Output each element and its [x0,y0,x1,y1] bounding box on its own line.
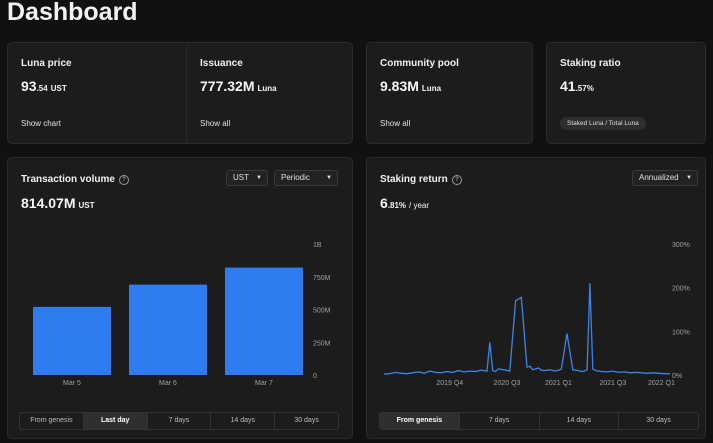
x-tick-label: 2021 Q1 [545,380,572,387]
y-tick-label: 100% [672,329,690,336]
community-pool-number: 9.83M [380,78,419,94]
y-tick-label: 250M [313,340,331,347]
mode-select-value: Periodic [281,173,310,182]
x-tick-label: Mar 5 [63,380,81,387]
staking-return-value: 6.81% / year [380,195,429,211]
luna-price-value: 93.54 UST [21,78,67,94]
bar-0 [33,306,111,375]
tx-volume-tab-4[interactable]: 30 days [294,417,319,424]
staking-ratio-card: Staking ratio 41.57% Staked Luna / Total… [546,42,706,144]
staking-ratio-value: 41.57% [560,78,594,94]
community-pool-value: 9.83M Luna [380,78,441,94]
issuance-card: Issuance 777.32M Luna Show all [186,42,353,144]
show-chart-link[interactable]: Show chart [21,119,62,128]
luna-price-int: 93 [21,78,37,94]
tx-volume-tab-3[interactable]: 14 days [211,413,276,429]
transaction-volume-value: 814.07M UST [21,195,94,211]
community-pool-card: Community pool 9.83M Luna Show all [366,42,533,144]
mode-select[interactable]: Periodic ▼ [274,170,338,186]
issuance-unit: Luna [257,84,277,93]
staking-return-title: Staking return? [380,174,462,185]
y-tick-label: 1B [313,242,322,249]
tx-volume-tab-1[interactable]: Last day [83,413,148,429]
luna-price-dec: .54 [36,84,48,93]
y-tick-label: 0 [313,373,317,380]
tx-volume-tab-2[interactable]: 7 days [148,413,212,429]
community-pool-label: Community pool [380,58,459,69]
staking-return-tab-1[interactable]: 7 days [460,413,540,429]
transaction-volume-title: Transaction volume? [21,174,129,185]
chevron-down-icon: ▼ [686,175,692,181]
staking-return-card: Staking return? 6.81% / year [366,157,706,439]
staking-ratio-int: 41 [560,78,576,94]
x-tick-label: Mar 7 [255,380,273,387]
staking-return-tab-3[interactable]: 30 days [646,417,671,424]
staking-return-chart: 0% 100% 200% 300% 2019 Q4 2020 Q3 2021 Q1 2021 … [383,242,690,387]
y-tick-label: 750M [313,275,331,282]
y-tick-label: 0% [672,373,682,380]
staking-return-tab-0[interactable]: From genesis [380,413,460,429]
currency-select-value: UST [233,173,249,182]
annualized-select-value: Annualized [639,173,679,182]
bar-1 [129,284,207,375]
luna-price-unit: UST [50,84,67,93]
transaction-volume-number: 814.07M [21,195,76,211]
issuance-number: 777.32M [200,78,255,94]
transaction-volume-title-text: Transaction volume [21,174,115,185]
transaction-volume-chart: 0 250M 500M 750M 1B Mar 5 Mar 6 Mar 7 [33,242,331,387]
issuance-show-all-link[interactable]: Show all [200,119,231,128]
issuance-label: Issuance [200,58,243,69]
staking-return-dec: .81% [387,201,407,210]
y-tick-label: 200% [672,286,690,293]
staking-return-suffix: / year [409,201,430,210]
transaction-volume-period-tabs: From genesis Last day 7 days 14 days 30 days [19,412,339,430]
staking-ratio-dec: .57% [575,84,594,93]
page-title: Dashboard [7,0,138,26]
annualized-select[interactable]: Annualized ▼ [632,170,698,186]
staking-ratio-pill: Staked Luna / Total Luna [560,117,646,130]
tx-volume-tab-0[interactable]: From genesis [20,413,84,429]
chevron-down-icon: ▼ [326,175,332,181]
x-tick-label: 2022 Q1 [648,380,675,387]
x-tick-label: 2019 Q4 [436,380,463,387]
community-pool-unit: Luna [421,84,442,93]
staking-return-line [383,283,670,375]
bar-2 [225,267,303,375]
question-circle-icon[interactable]: ? [118,175,129,185]
community-pool-show-all-link[interactable]: Show all [380,119,411,128]
transaction-volume-unit: UST [78,201,95,210]
staking-return-tab-2[interactable]: 14 days [540,413,620,429]
staking-ratio-label: Staking ratio [560,58,621,69]
x-tick-label: Mar 6 [159,380,177,387]
x-tick-label: 2021 Q3 [599,380,626,387]
question-circle-icon[interactable]: ? [451,175,462,185]
currency-select[interactable]: UST ▼ [226,170,268,186]
luna-price-label: Luna price [21,58,72,69]
y-tick-label: 500M [313,308,331,315]
staking-return-int: 6 [380,195,388,211]
x-tick-label: 2020 Q3 [494,380,521,387]
staking-return-title-text: Staking return [380,174,448,185]
chevron-down-icon: ▼ [256,175,262,181]
y-tick-label: 300% [672,242,690,249]
issuance-value: 777.32M Luna [200,78,277,94]
staking-return-period-tabs: From genesis 7 days 14 days 30 days [379,412,699,430]
